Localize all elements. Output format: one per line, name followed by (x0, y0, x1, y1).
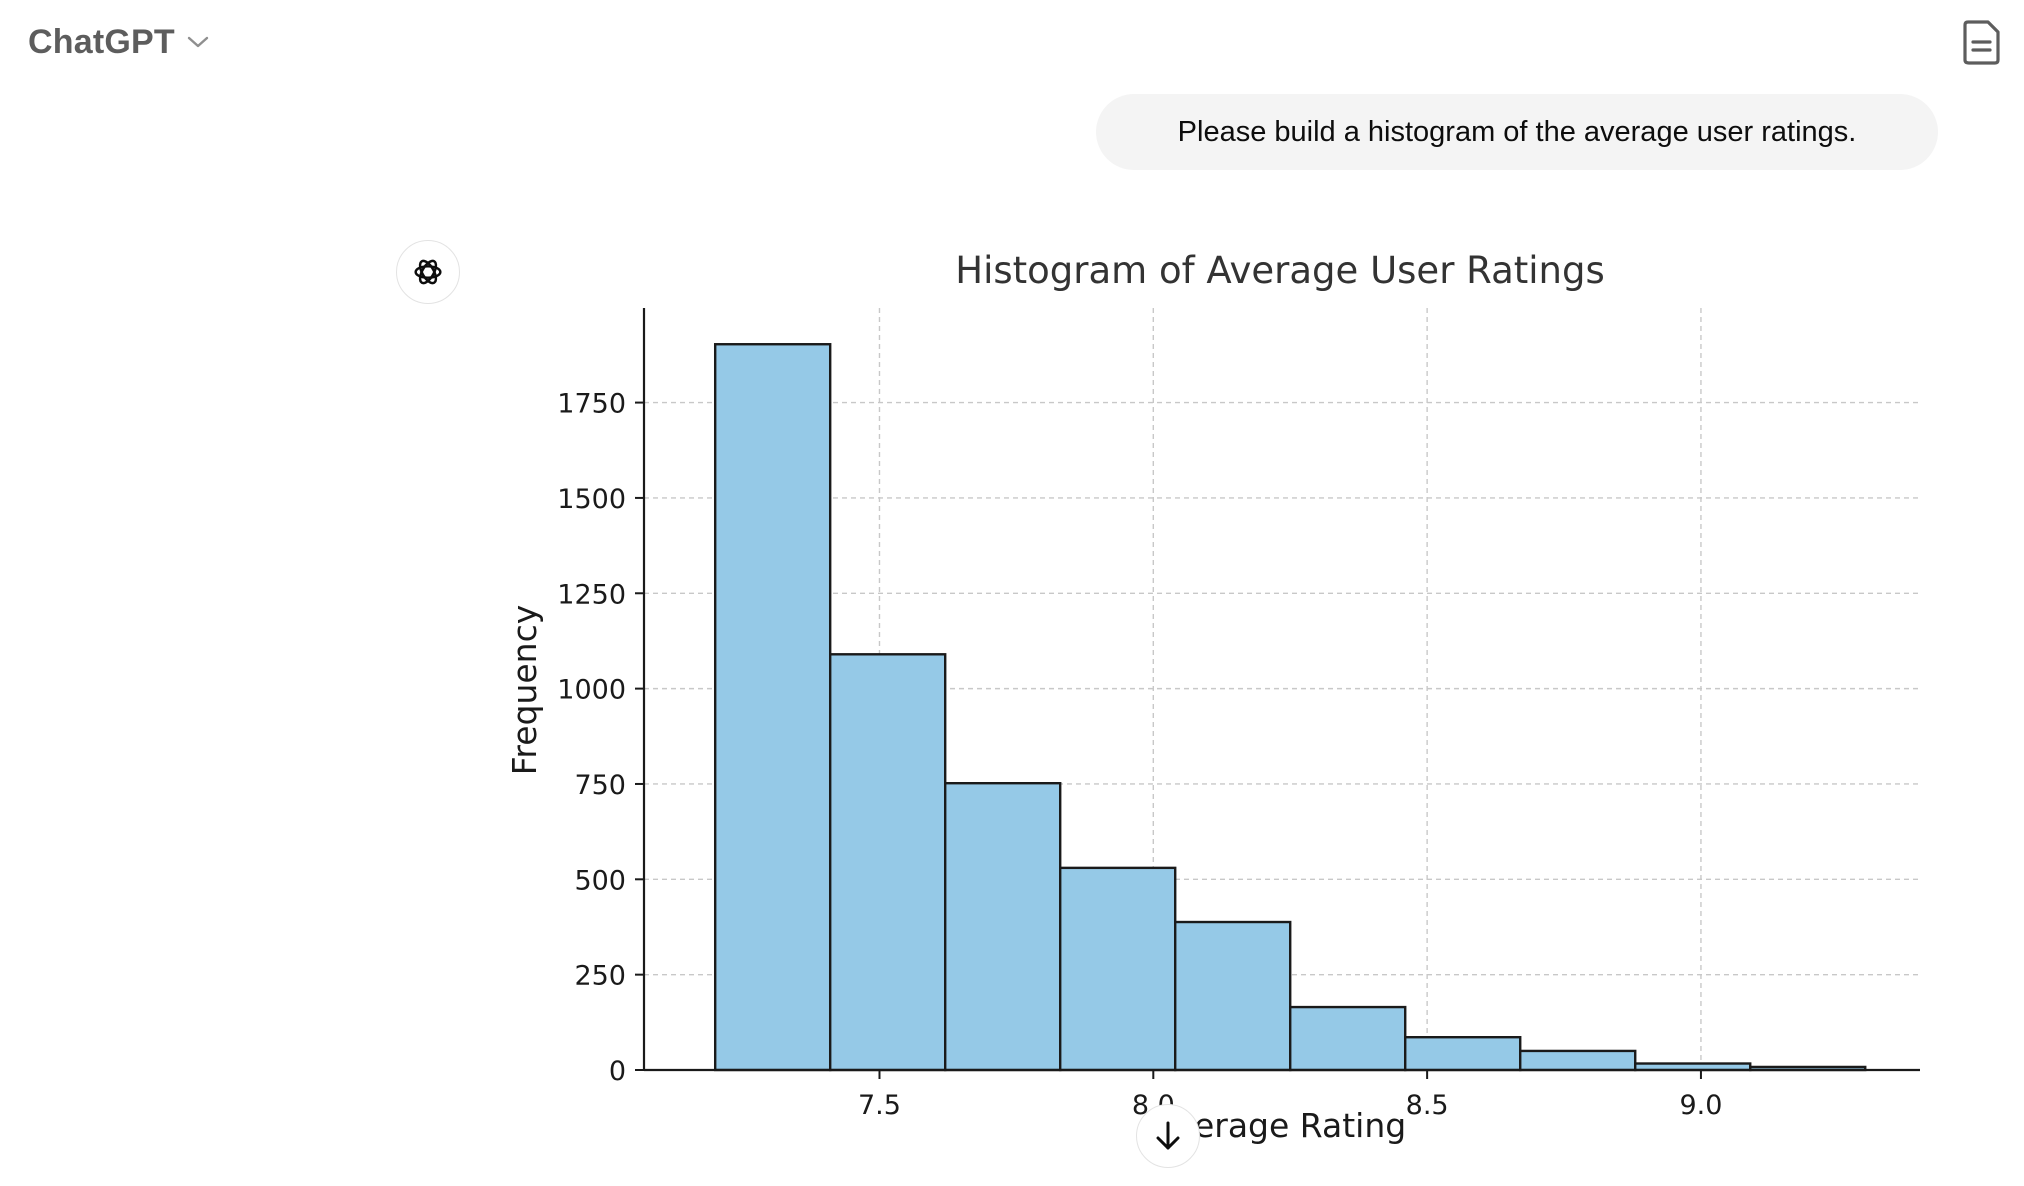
histogram-bar (1174, 920, 1292, 1072)
grid-lines (644, 308, 1920, 1070)
histogram-bar (1404, 1036, 1522, 1072)
arrow-down-icon (1156, 1121, 1180, 1150)
histogram-bar (1059, 866, 1177, 1072)
x-tick-label: 7.5 (858, 1090, 901, 1121)
scroll-to-bottom-button[interactable] (1136, 1104, 1200, 1168)
y-tick-label: 500 (574, 865, 626, 896)
x-tick-label: 8.5 (1406, 1090, 1449, 1121)
histogram-bar (1289, 1005, 1407, 1072)
y-tick-label: 750 (574, 770, 626, 801)
app-title: ChatGPT (28, 22, 175, 61)
assistant-avatar (396, 240, 460, 304)
histogram-bar (828, 653, 947, 1072)
y-axis-ticks: 0 250 500 750 1000 1250 1500 1750 (557, 389, 644, 1087)
histogram-bar (1519, 1049, 1637, 1072)
y-tick-label: 1250 (557, 579, 626, 610)
openai-logo-icon (414, 259, 442, 285)
histogram-chart: Histogram of Average User Ratings 7.5 8.0… (505, 249, 1920, 1145)
y-tick-label: 1750 (557, 389, 626, 420)
y-tick-label: 1000 (557, 675, 626, 706)
notes-button[interactable] (1960, 18, 2004, 66)
y-tick-label: 1500 (557, 484, 626, 515)
user-message-bubble: Please build a histogram of the average … (1096, 94, 1938, 170)
model-selector[interactable]: ChatGPT (28, 18, 209, 66)
chevron-down-icon (187, 35, 209, 49)
user-message-text: Please build a histogram of the average … (1177, 115, 1857, 148)
histogram-bar (944, 782, 1062, 1072)
histogram-bars (713, 343, 1867, 1072)
document-icon (1963, 20, 2000, 65)
x-tick-label: 9.0 (1679, 1090, 1722, 1121)
y-tick-label: 0 (609, 1056, 626, 1087)
y-axis-label: Frequency (505, 605, 544, 775)
histogram-bar (713, 343, 832, 1072)
chart-title: Histogram of Average User Ratings (955, 249, 1605, 292)
y-tick-label: 250 (574, 961, 626, 992)
